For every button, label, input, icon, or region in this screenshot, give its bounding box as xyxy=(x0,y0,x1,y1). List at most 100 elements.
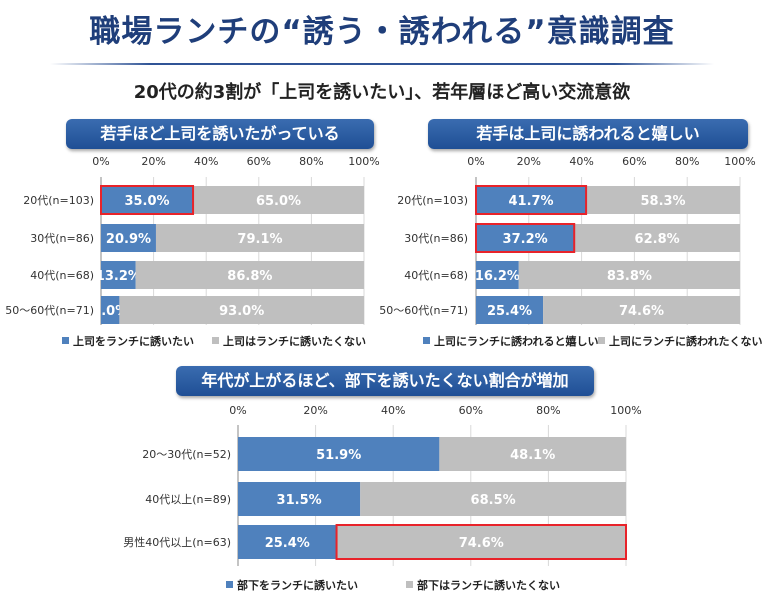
highlight-box xyxy=(335,524,627,560)
x-tick-label: 0% xyxy=(467,155,484,168)
legend-label: 上司にランチに誘われると嬉しい xyxy=(434,335,599,348)
bar-segment xyxy=(238,525,337,559)
chart1-title-banner: 若手ほど上司を誘いたがっている xyxy=(66,119,374,149)
data-label: 93.0% xyxy=(219,304,264,319)
data-label: 41.7% xyxy=(508,194,553,209)
category-label: 40代以上(n=89) xyxy=(145,493,231,506)
data-label: 25.4% xyxy=(487,304,532,319)
bar-segment xyxy=(238,437,440,471)
data-label: 35.0% xyxy=(124,194,169,209)
category-label: 40代(n=68) xyxy=(30,269,94,282)
data-label: 62.8% xyxy=(635,232,680,247)
x-tick-label: 20% xyxy=(303,404,327,417)
bar-segment xyxy=(238,482,361,516)
category-label: 男性40代以上(n=63) xyxy=(123,535,231,549)
chart2-legend-item-2: 上司にランチに誘われたくない xyxy=(598,333,762,349)
legend-swatch-blue xyxy=(226,581,233,588)
legend-swatch-gray xyxy=(212,337,219,344)
data-label: 25.4% xyxy=(265,536,310,551)
legend-label: 部下をランチに誘いたい xyxy=(237,579,358,592)
highlight-box xyxy=(475,223,576,253)
data-label: 79.1% xyxy=(237,232,282,247)
x-tick-label: 80% xyxy=(675,155,699,168)
x-tick-label: 40% xyxy=(569,155,593,168)
bar-segment xyxy=(439,437,626,471)
category-label: 20代(n=103) xyxy=(397,194,468,207)
x-tick-label: 100% xyxy=(724,155,755,168)
category-label: 20代(n=103) xyxy=(23,194,94,207)
chart3-legend-item-1: 部下をランチに誘いたい xyxy=(226,577,358,593)
category-label: 30代(n=86) xyxy=(30,232,94,245)
data-label: 48.1% xyxy=(510,448,555,463)
bar-segment xyxy=(476,224,575,252)
category-label: 20～30代(n=52) xyxy=(142,448,231,461)
data-label: 83.8% xyxy=(607,269,652,284)
bar-segment xyxy=(476,296,544,324)
category-label: 40代(n=68) xyxy=(404,269,468,282)
x-tick-label: 80% xyxy=(299,155,323,168)
category-label: 30代(n=86) xyxy=(404,232,468,245)
bar-segment xyxy=(518,261,740,289)
chart3-legend-item-2: 部下はランチに誘いたくない xyxy=(406,577,560,593)
bar-segment xyxy=(101,261,136,289)
x-tick-label: 0% xyxy=(92,155,109,168)
legend-swatch-gray xyxy=(598,337,605,344)
chart1-legend-item-2: 上司はランチに誘いたくない xyxy=(212,333,366,349)
category-label: 50～60代(n=71) xyxy=(5,304,94,317)
data-label: 7.0% xyxy=(92,304,128,319)
data-label: 68.5% xyxy=(471,493,516,508)
data-label: 58.3% xyxy=(640,194,685,209)
bar-segment xyxy=(135,261,364,289)
bar-segment xyxy=(476,186,587,214)
bar-segment xyxy=(101,224,156,252)
x-tick-label: 20% xyxy=(517,155,541,168)
bar-segment xyxy=(586,186,740,214)
x-tick-label: 0% xyxy=(229,404,246,417)
legend-swatch-blue xyxy=(62,337,69,344)
bar-segment xyxy=(101,186,194,214)
chart2-title-banner: 若手は上司に誘われると嬉しい xyxy=(428,119,748,149)
category-label: 50～60代(n=71) xyxy=(379,304,468,317)
page-title: 職場ランチの“誘う・誘われる”意識調査 xyxy=(89,14,675,50)
x-tick-label: 40% xyxy=(194,155,218,168)
bar-segment xyxy=(543,296,740,324)
bar-segment xyxy=(193,186,364,214)
data-label: 13.2% xyxy=(96,269,141,284)
x-tick-label: 60% xyxy=(247,155,271,168)
x-tick-label: 100% xyxy=(348,155,379,168)
data-label: 16.2% xyxy=(475,269,520,284)
bar-segment xyxy=(119,296,364,324)
x-tick-label: 100% xyxy=(610,404,641,417)
highlight-box xyxy=(475,185,588,215)
bar-segment xyxy=(574,224,740,252)
bar-segment xyxy=(476,261,519,289)
data-label: 37.2% xyxy=(503,232,548,247)
legend-label: 上司はランチに誘いたくない xyxy=(223,335,366,348)
title-divider xyxy=(50,63,714,65)
page-subtitle: 20代の約3割が「上司を誘いたい」、若年層ほど高い交流意欲 xyxy=(133,82,631,103)
x-tick-label: 60% xyxy=(459,404,483,417)
legend-label: 上司をランチに誘いたい xyxy=(73,335,194,348)
data-label: 74.6% xyxy=(459,536,504,551)
data-label: 31.5% xyxy=(277,493,322,508)
bar-segment xyxy=(336,525,626,559)
data-label: 20.9% xyxy=(106,232,151,247)
legend-swatch-gray xyxy=(406,581,413,588)
x-tick-label: 40% xyxy=(381,404,405,417)
legend-label: 部下はランチに誘いたくない xyxy=(417,579,560,592)
bar-segment xyxy=(101,296,120,324)
data-label: 86.8% xyxy=(227,269,272,284)
legend-swatch-blue xyxy=(423,337,430,344)
bar-segment xyxy=(360,482,626,516)
data-label: 51.9% xyxy=(316,448,361,463)
x-tick-label: 20% xyxy=(141,155,165,168)
chart1-legend-item-1: 上司をランチに誘いたい xyxy=(62,333,194,349)
chart2-legend-item-1: 上司にランチに誘われると嬉しい xyxy=(423,333,598,349)
bar-segment xyxy=(155,224,364,252)
data-label: 74.6% xyxy=(619,304,664,319)
data-label: 65.0% xyxy=(256,194,301,209)
highlight-box xyxy=(100,185,195,215)
